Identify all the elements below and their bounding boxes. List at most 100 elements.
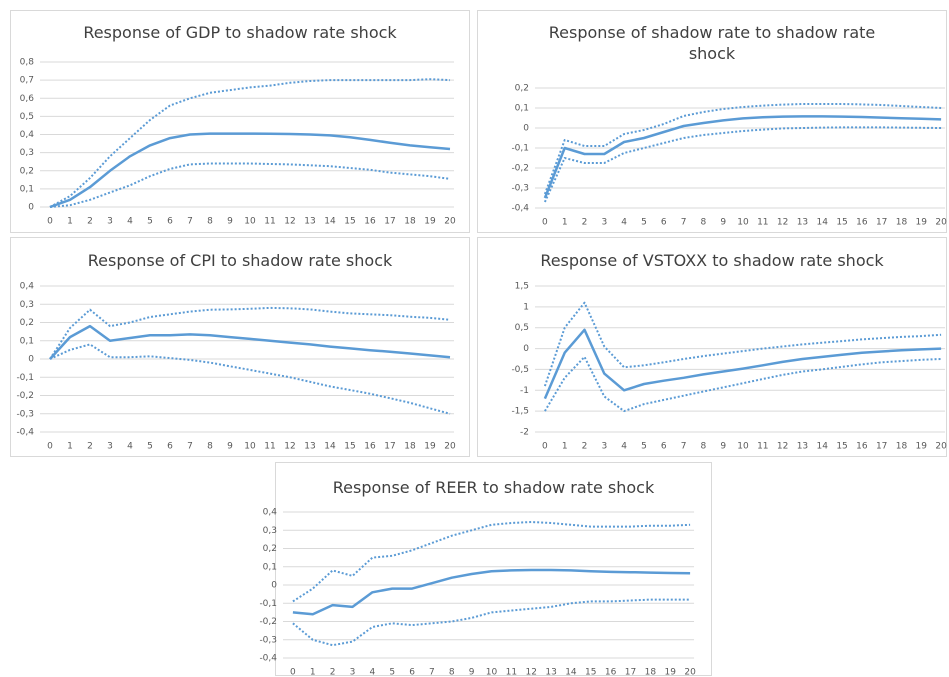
x-tick-label: 14 [324, 442, 336, 452]
x-tick-label: 6 [167, 442, 173, 452]
x-tick-label: 15 [344, 442, 355, 452]
x-tick-label: 12 [284, 217, 295, 227]
x-tick-label: 9 [227, 217, 233, 227]
x-tick-label: 6 [661, 218, 667, 228]
x-tick-label: 6 [167, 217, 173, 227]
series-line [49, 78, 451, 208]
y-tick-label: -0,2 [511, 164, 529, 174]
x-tick-label: 20 [444, 217, 456, 227]
x-tick-label: 4 [621, 218, 627, 228]
x-tick-label: 12 [777, 218, 788, 228]
x-tick-label: 2 [582, 442, 588, 452]
x-tick-label: 14 [817, 218, 829, 228]
x-tick-label: 7 [187, 442, 193, 452]
x-tick-label: 3 [350, 668, 356, 677]
x-tick-label: 4 [621, 442, 627, 452]
series-line [292, 598, 691, 647]
x-tick-label: 10 [737, 218, 749, 228]
x-tick-label: 9 [720, 442, 726, 452]
y-tick-label: 0,3 [20, 300, 34, 310]
x-tick-label: 10 [244, 217, 256, 227]
x-tick-label: 11 [264, 442, 275, 452]
x-tick-label: 2 [582, 218, 588, 228]
chart-title: Response of GDP to shadow rate shock [83, 23, 397, 42]
panel-border [477, 10, 947, 233]
series-line [543, 126, 942, 203]
x-tick-label: 13 [797, 218, 808, 228]
x-tick-label: 9 [720, 218, 726, 228]
y-tick-label: 0,7 [20, 76, 34, 86]
y-tick-label: -0,1 [259, 599, 277, 609]
x-tick-label: 5 [147, 217, 153, 227]
y-tick-label: -0,1 [511, 144, 529, 154]
chart-title: Response of CPI to shadow rate shock [87, 251, 393, 270]
series-line [49, 306, 451, 360]
x-tick-label: 17 [384, 442, 395, 452]
x-tick-label: 3 [107, 442, 113, 452]
x-tick-label: 4 [369, 668, 375, 677]
x-tick-label: 13 [304, 442, 315, 452]
x-tick-label: 15 [585, 668, 596, 677]
y-tick-label: 0,1 [20, 336, 34, 346]
x-tick-label: 3 [601, 442, 607, 452]
x-tick-label: 8 [207, 442, 213, 452]
x-tick-label: 8 [207, 217, 213, 227]
x-tick-label: 19 [916, 218, 928, 228]
series-line [49, 162, 451, 208]
x-tick-label: 3 [601, 218, 607, 228]
x-tick-label: 20 [935, 442, 947, 452]
x-tick-label: 13 [304, 217, 315, 227]
x-tick-label: 20 [444, 442, 456, 452]
y-tick-label: -0,4 [259, 654, 277, 664]
y-tick-label: -0,2 [16, 391, 34, 401]
x-tick-label: 17 [625, 668, 636, 677]
x-tick-label: 7 [187, 217, 193, 227]
y-tick-label: 0,3 [20, 148, 34, 158]
chart-title: Response of REER to shadow rate shock [332, 478, 655, 497]
x-tick-label: 0 [290, 668, 296, 677]
y-tick-label: 0,3 [263, 526, 277, 536]
x-tick-label: 2 [330, 668, 336, 677]
x-tick-label: 16 [856, 218, 868, 228]
x-tick-label: 0 [542, 442, 548, 452]
y-tick-label: -0,4 [16, 428, 34, 438]
x-tick-label: 1 [310, 668, 316, 677]
y-tick-label: 0,5 [20, 112, 34, 122]
x-tick-label: 15 [836, 218, 847, 228]
x-tick-label: 11 [264, 217, 275, 227]
x-tick-label: 16 [364, 217, 376, 227]
x-tick-label: 17 [876, 442, 887, 452]
chart-title: Response of VSTOXX to shadow rate shock [540, 251, 884, 270]
y-tick-label: 0 [28, 203, 34, 213]
x-tick-label: 13 [797, 442, 808, 452]
x-tick-label: 11 [757, 218, 768, 228]
x-tick-label: 5 [389, 668, 395, 677]
y-tick-label: 0,2 [20, 318, 34, 328]
x-tick-label: 19 [424, 217, 436, 227]
y-tick-label: -1,5 [511, 407, 529, 417]
panel-border [10, 237, 470, 457]
panel-border [275, 462, 712, 676]
x-tick-label: 3 [107, 217, 113, 227]
x-tick-label: 15 [836, 442, 847, 452]
series-line [543, 328, 942, 400]
x-tick-label: 10 [244, 442, 256, 452]
x-tick-label: 10 [486, 668, 498, 677]
x-tick-label: 13 [545, 668, 556, 677]
y-tick-label: 0,2 [20, 166, 34, 176]
x-tick-label: 18 [645, 668, 657, 677]
x-tick-label: 6 [409, 668, 415, 677]
x-tick-label: 1 [67, 442, 73, 452]
y-tick-label: 0 [271, 581, 277, 591]
x-tick-label: 0 [542, 218, 548, 228]
y-tick-label: 0 [523, 344, 529, 354]
panel-border [10, 10, 470, 233]
x-tick-label: 5 [641, 442, 647, 452]
x-tick-label: 7 [681, 218, 687, 228]
y-tick-label: 1 [523, 302, 529, 312]
y-tick-label: 0,6 [20, 94, 35, 104]
series-line [543, 103, 942, 195]
y-tick-label: 0,4 [20, 130, 35, 140]
y-tick-label: 0,1 [515, 104, 529, 114]
x-tick-label: 12 [525, 668, 536, 677]
